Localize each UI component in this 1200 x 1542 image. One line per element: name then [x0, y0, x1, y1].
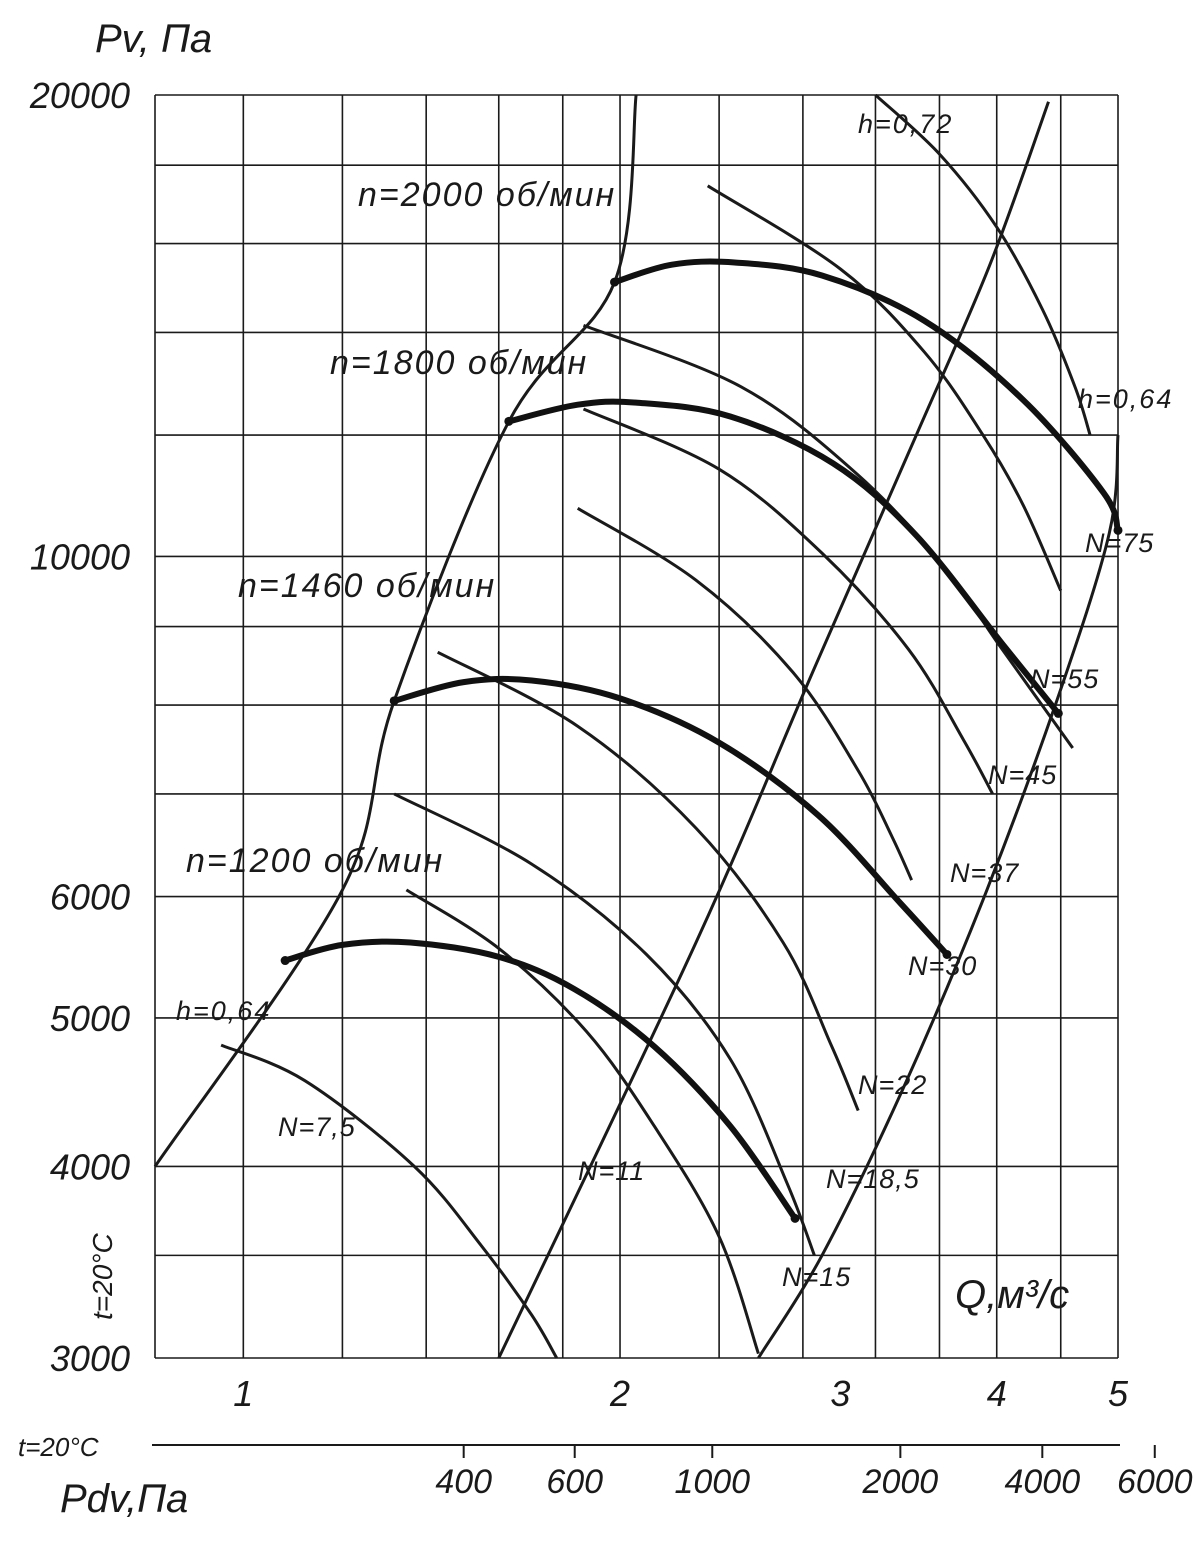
- y-tick-label: 4000: [50, 1146, 130, 1187]
- speed-curve: [282, 938, 799, 1222]
- efficiency-label-072: h=0,72: [858, 109, 953, 139]
- power-curve: [706, 184, 1063, 592]
- efficiency-label-left: h=0,64: [176, 996, 271, 1026]
- x2-tick-label: 400: [435, 1463, 492, 1501]
- power-label-15: N=15: [782, 1262, 851, 1292]
- x-tick-label: 2: [609, 1373, 630, 1414]
- x2-tick-label: 600: [546, 1463, 603, 1501]
- grid-lines: [154, 94, 1119, 1359]
- axes: 20000 10000 6000 5000 4000 3000 1 2 3 4 5 400 600 100…: [29, 75, 1193, 1501]
- speed-curve: [391, 675, 950, 958]
- speed-curve-endpoint: [790, 1213, 800, 1223]
- power-curve: [874, 93, 1092, 436]
- power-curves: [220, 93, 1092, 1359]
- efficiency-line: [757, 434, 1120, 1359]
- x-tick-label: 5: [1108, 1373, 1129, 1414]
- power-label-18-5: N=18,5: [826, 1164, 920, 1194]
- speed-curve-endpoint: [280, 956, 290, 966]
- speed-curve: [611, 258, 1121, 534]
- power-label-37: N=37: [950, 858, 1019, 888]
- speed-curve: [505, 398, 1062, 717]
- power-curve: [393, 792, 816, 1256]
- speed-curves: [280, 258, 1123, 1223]
- y-tick-label: 5000: [50, 998, 130, 1039]
- power-label-55: N=55: [1030, 664, 1099, 694]
- x-tick-label: 1: [233, 1373, 253, 1414]
- x2-axis-title: Pdv,Па: [60, 1477, 188, 1521]
- x-axis-title: Q,м³/с: [955, 1273, 1069, 1317]
- speed-label-2000: n=2000 об/мин: [358, 176, 616, 214]
- efficiency-line: [497, 101, 1050, 1359]
- x2-tick-label: 1000: [674, 1463, 750, 1501]
- x2-tick-label: 6000: [1117, 1463, 1193, 1501]
- power-label-30: N=30: [908, 951, 977, 981]
- y-axis-title: Pv, Па: [95, 17, 212, 61]
- y-tick-label: 6000: [50, 877, 130, 918]
- efficiency-label-right: h=0,64: [1078, 384, 1173, 414]
- power-label-11: N=11: [578, 1156, 645, 1186]
- power-curve: [220, 1043, 558, 1359]
- speed-curve-endpoint: [1053, 708, 1063, 718]
- temp-label-side: t=20°C: [87, 1233, 118, 1320]
- power-label-45: N=45: [988, 760, 1057, 790]
- y-tick-label: 10000: [30, 536, 130, 577]
- power-curve: [405, 888, 760, 1355]
- speed-label-1460: n=1460 об/мин: [238, 567, 496, 605]
- power-label-22: N=22: [858, 1070, 927, 1100]
- x-tick-label: 3: [830, 1373, 850, 1414]
- speed-curve-endpoint: [504, 416, 514, 426]
- x2-tick-label: 4000: [1004, 1463, 1080, 1501]
- speed-label-1200: n=1200 об/мин: [186, 842, 444, 880]
- x2-tick-label: 2000: [862, 1463, 939, 1501]
- x-tick-label: 4: [987, 1373, 1007, 1414]
- y-tick-label: 20000: [29, 75, 130, 116]
- power-label-7-5: N=7,5: [278, 1112, 356, 1142]
- speed-curve-endpoint: [942, 949, 952, 959]
- speed-label-1800: n=1800 об/мин: [330, 344, 588, 382]
- power-curve: [576, 507, 913, 881]
- temp-label-bottom: t=20°C: [18, 1432, 99, 1462]
- speed-curve-endpoint: [389, 696, 399, 706]
- power-label-75: N=75: [1085, 528, 1154, 558]
- speed-curve-endpoint: [610, 277, 620, 287]
- y-tick-label: 3000: [50, 1338, 130, 1379]
- power-curve: [582, 324, 1074, 749]
- power-curve: [436, 650, 860, 1112]
- speed-curve-endpoint: [1113, 525, 1123, 535]
- power-curve: [582, 407, 994, 795]
